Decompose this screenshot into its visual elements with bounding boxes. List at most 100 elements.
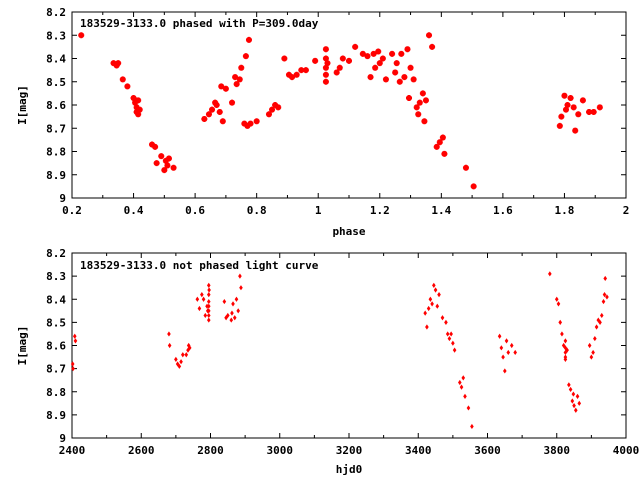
data-point bbox=[499, 345, 504, 351]
data-point bbox=[181, 352, 185, 358]
data-point bbox=[561, 92, 568, 99]
data-point bbox=[445, 331, 450, 337]
data-point bbox=[601, 298, 606, 305]
data-point bbox=[216, 108, 223, 115]
data-point bbox=[430, 301, 434, 307]
data-point bbox=[603, 275, 608, 282]
x-tick-label: 1.2 bbox=[370, 204, 390, 217]
data-point bbox=[441, 150, 448, 157]
data-point bbox=[382, 76, 389, 83]
y-tick-label: 8.5 bbox=[46, 76, 66, 89]
x-tick-label: 0.8 bbox=[247, 204, 267, 217]
data-point bbox=[281, 55, 288, 62]
data-point bbox=[322, 71, 329, 78]
data-point bbox=[406, 95, 413, 102]
y-tick-label: 8.3 bbox=[46, 270, 66, 283]
data-point bbox=[570, 104, 577, 111]
data-point bbox=[470, 423, 474, 430]
x-tick-label: 3600 bbox=[474, 444, 501, 457]
data-point bbox=[293, 71, 300, 78]
data-point bbox=[238, 64, 245, 71]
data-point bbox=[70, 361, 75, 367]
data-point bbox=[136, 106, 143, 113]
data-point bbox=[372, 64, 379, 71]
data-point bbox=[244, 122, 251, 129]
data-point bbox=[461, 375, 466, 381]
data-point bbox=[200, 292, 204, 298]
data-point bbox=[135, 97, 142, 104]
y-axis-label: I[mag] bbox=[16, 85, 29, 125]
data-point bbox=[232, 315, 237, 321]
data-point bbox=[398, 50, 405, 57]
data-point bbox=[222, 298, 227, 305]
data-point bbox=[124, 83, 131, 90]
data-point bbox=[206, 282, 211, 288]
y-tick-label: 8.2 bbox=[46, 6, 66, 19]
data-point bbox=[135, 111, 142, 118]
y-tick-label: 8.2 bbox=[46, 247, 66, 260]
data-point bbox=[179, 359, 183, 365]
chart-title: 183529-3133.0 phased with P=309.0day bbox=[80, 17, 319, 30]
data-point bbox=[602, 292, 607, 298]
data-point bbox=[370, 50, 377, 57]
x-axis-label: hjd0 bbox=[336, 463, 363, 476]
data-points bbox=[78, 32, 603, 190]
data-point bbox=[433, 143, 440, 150]
data-point bbox=[437, 292, 441, 298]
data-point bbox=[324, 60, 331, 67]
y-tick-label: 8.8 bbox=[46, 386, 66, 399]
data-point bbox=[298, 67, 305, 74]
data-points bbox=[70, 271, 609, 430]
data-point bbox=[506, 349, 511, 356]
x-tick-label: 1.4 bbox=[431, 204, 451, 217]
y-axis-label: I[mag] bbox=[16, 326, 29, 366]
data-point bbox=[236, 76, 243, 83]
data-point bbox=[110, 60, 117, 67]
data-point bbox=[218, 83, 225, 90]
data-point bbox=[570, 398, 575, 404]
data-point bbox=[226, 312, 230, 319]
data-point bbox=[265, 111, 272, 118]
data-point bbox=[598, 319, 602, 325]
data-point bbox=[586, 108, 593, 115]
data-point bbox=[245, 36, 252, 43]
data-point bbox=[167, 342, 172, 349]
data-point bbox=[423, 310, 427, 316]
data-point bbox=[433, 287, 438, 293]
y-tick-label: 8.9 bbox=[46, 169, 66, 182]
data-point bbox=[436, 139, 443, 146]
data-point bbox=[594, 324, 599, 330]
data-point bbox=[352, 43, 359, 50]
x-tick-label: 3800 bbox=[544, 444, 571, 457]
x-tick-label: 0.2 bbox=[62, 204, 82, 217]
data-point bbox=[554, 296, 559, 302]
data-point bbox=[501, 354, 505, 360]
data-point bbox=[376, 60, 383, 67]
data-point bbox=[575, 393, 580, 399]
y-tick-label: 8.7 bbox=[46, 363, 66, 376]
data-point bbox=[509, 342, 514, 349]
data-point bbox=[165, 155, 172, 162]
data-point bbox=[432, 282, 436, 288]
data-point bbox=[401, 74, 408, 81]
data-point bbox=[174, 356, 178, 362]
data-point bbox=[333, 69, 340, 76]
data-point bbox=[589, 354, 594, 360]
data-point bbox=[71, 366, 75, 372]
data-point bbox=[497, 333, 502, 339]
data-point bbox=[152, 143, 159, 150]
data-point bbox=[158, 153, 165, 160]
data-point bbox=[206, 312, 211, 319]
data-point bbox=[435, 303, 440, 309]
data-point bbox=[72, 333, 77, 339]
data-point bbox=[322, 46, 329, 53]
data-point bbox=[568, 386, 573, 393]
data-point bbox=[206, 298, 211, 305]
data-point bbox=[170, 164, 177, 171]
x-tick-label: 2600 bbox=[128, 444, 155, 457]
x-tick-label: 1 bbox=[315, 204, 322, 217]
data-point bbox=[504, 338, 509, 344]
data-point bbox=[207, 287, 211, 293]
data-point bbox=[413, 104, 420, 111]
data-point bbox=[197, 305, 202, 312]
